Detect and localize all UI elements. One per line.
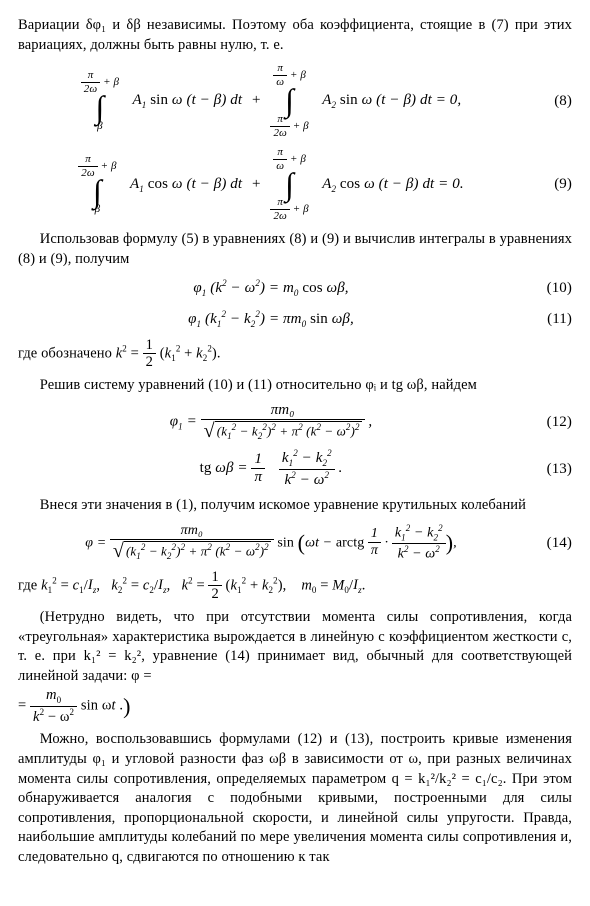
plus-sign: + <box>252 176 261 192</box>
para3-text: где обозначено <box>18 345 116 361</box>
equation-11: φ1 (k12 − k22) = πm0 sin ωβ, (11) <box>18 308 572 330</box>
eq9-term1: A1 cos ω (t − β) dt <box>130 176 242 192</box>
equation-number-9: (9) <box>524 174 572 194</box>
equation-9: π2ω + β ∫ β A1 cos ω (t − β) dt + πω + β… <box>18 147 572 223</box>
equation-number-11: (11) <box>524 309 572 329</box>
equation-number-10: (10) <box>524 278 572 298</box>
paragraph-7b: = m0 k2 − ω2 sin ωt .) <box>18 688 572 724</box>
equation-number-8: (8) <box>524 91 572 111</box>
integral-1: π2ω + β ∫ β <box>81 70 119 132</box>
paragraph-6: где k12 = c1/Iz, k22 = c2/Iz, k2 = 12 (k… <box>18 570 572 602</box>
integral-3: π2ω + β ∫ β <box>78 154 116 216</box>
equation-number-12: (12) <box>524 412 572 432</box>
eq8-term2: A2 sin ω (t − β) dt = 0, <box>322 92 461 108</box>
plus-sign: + <box>252 92 261 108</box>
paragraph-2: Использовав формулу (5) в уравнениях (8)… <box>18 230 572 269</box>
eq9-term2: A2 cos ω (t − β) dt = 0. <box>322 176 464 192</box>
paragraph-3: где обозначено k2 = 12 (k12 + k22). <box>18 338 572 370</box>
paragraph-intro: Вариации δφ₁ и δβ независимы. Поэтому об… <box>18 16 572 55</box>
equation-14: φ = πm₀ √(k12 − k22)2 + π2 (k2 − ω2)2 si… <box>18 524 572 562</box>
equation-13: tg ωβ = 1π k12 − k22 k2 − ω2 . (13) <box>18 449 572 488</box>
paragraph-8: Можно, воспользовавшись формулами (12) и… <box>18 730 572 867</box>
integral-2: πω + β ∫ π2ω + β <box>270 63 308 139</box>
integral-4: πω + β ∫ π2ω + β <box>270 147 308 223</box>
para7-text: (Нетрудно видеть, что при отсутствии мом… <box>18 609 572 684</box>
paragraph-7: (Нетрудно видеть, что при отсутствии мом… <box>18 608 572 686</box>
paragraph-5: Внеся эти значения в (1), получим искомо… <box>18 496 572 516</box>
equation-number-14: (14) <box>524 533 572 553</box>
equation-8: π2ω + β ∫ β A1 sin ω (t − β) dt + πω + β… <box>18 63 572 139</box>
eq8-term1: A1 sin ω (t − β) dt <box>133 92 243 108</box>
equation-12: φ1 = πm₀ √(k12 − k22)2 + π2 (k2 − ω2)2 ,… <box>18 403 572 441</box>
equation-number-13: (13) <box>524 459 572 479</box>
equation-10: φ1 (k2 − ω2) = m0 cos ωβ, (10) <box>18 277 572 299</box>
paragraph-4: Решив систему уравнений (10) и (11) отно… <box>18 376 572 396</box>
